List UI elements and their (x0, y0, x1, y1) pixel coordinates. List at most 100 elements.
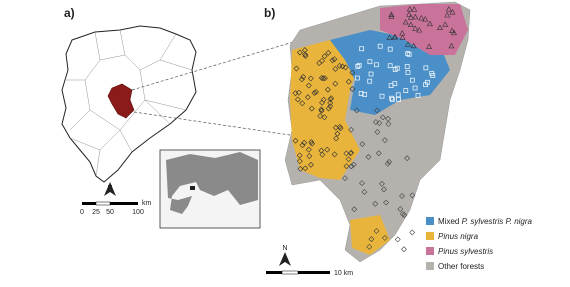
plot-marker (321, 114, 328, 121)
plot-marker (436, 24, 443, 30)
plot-marker (366, 243, 373, 250)
plot-marker (396, 97, 401, 102)
legend-text: P. sylvestris P. nigra (462, 217, 533, 226)
plot-marker (392, 67, 398, 72)
plot-marker (372, 119, 379, 125)
plot-marker (353, 107, 360, 114)
plot-marker (392, 33, 399, 40)
plot-marker (367, 78, 373, 84)
plot-marker (301, 139, 308, 146)
plot-marker (359, 180, 365, 186)
plot-marker (320, 75, 327, 82)
scale-label: 50 (106, 209, 114, 216)
plot-marker (336, 123, 343, 130)
plot-marker (384, 160, 391, 167)
plot-marker (381, 186, 387, 193)
plot-marker (389, 95, 395, 101)
plot-marker (449, 9, 456, 15)
inset-marker (190, 186, 195, 190)
plot-marker (343, 163, 350, 170)
north-arrow (279, 252, 291, 266)
plot-marker (308, 105, 315, 112)
plot-marker (442, 21, 449, 27)
plot-marker (400, 246, 407, 253)
plot-marker (302, 165, 309, 172)
plot-marker (410, 77, 415, 83)
plot-marker (387, 46, 393, 52)
plot-marker (349, 69, 356, 76)
plot-marker (348, 149, 355, 156)
plot-marker (307, 75, 314, 82)
plot-marker (388, 13, 395, 19)
plot-marker (375, 150, 382, 157)
plot-marker (385, 120, 392, 127)
plot-marker (395, 92, 401, 98)
plot-marker (412, 13, 419, 20)
plot-marker (407, 14, 414, 20)
plot-marker (416, 27, 423, 33)
plot-marker (345, 156, 352, 163)
plot-marker (379, 114, 386, 121)
plot-marker (390, 97, 395, 102)
plot-marker (332, 66, 339, 72)
plot-marker (342, 175, 348, 182)
plot-marker (325, 49, 332, 56)
plot-marker (387, 63, 393, 69)
plot-marker (378, 180, 385, 187)
plot-marker (386, 158, 393, 165)
nigra-area (290, 40, 360, 180)
connector (131, 39, 301, 91)
plot-marker (348, 126, 355, 133)
plot-marker (320, 96, 327, 103)
plot-marker (305, 82, 312, 89)
plot-marker (407, 21, 414, 27)
legend: Mixed P. sylvestris P. nigra Pinus nigra… (426, 217, 533, 271)
plot-marker (311, 89, 318, 96)
plot-marker (412, 85, 418, 91)
plot-marker (304, 94, 311, 101)
plot-marker (319, 57, 325, 64)
legend-label: Other forests (438, 262, 484, 271)
plot-marker (399, 211, 406, 217)
plot-marker (321, 75, 328, 82)
plot-marker (415, 92, 421, 98)
plot-marker (402, 18, 409, 25)
plot-marker (368, 236, 375, 243)
plot-marker (368, 71, 374, 77)
plot-marker (301, 47, 308, 54)
legend-text: Mixed (438, 217, 459, 226)
plot-marker (327, 103, 334, 110)
plot-marker (377, 43, 383, 49)
plot-marker (379, 93, 385, 99)
plot-marker (374, 128, 381, 135)
legend-label: Pinus sylvestris (438, 247, 493, 256)
plot-marker (306, 153, 313, 160)
plot-marker (374, 62, 379, 68)
plot-marker (308, 161, 314, 168)
plot-marker (399, 30, 406, 36)
plot-marker (373, 228, 380, 234)
study-area (107, 83, 135, 119)
plot-marker (422, 16, 429, 22)
plot-marker (295, 89, 302, 96)
plot-marker (401, 212, 408, 219)
plot-marker (333, 135, 340, 142)
plot-marker (325, 105, 332, 112)
plot-marker (403, 88, 409, 93)
plot-marker (451, 29, 458, 36)
plot-marker (423, 82, 428, 88)
plot-marker (308, 139, 315, 145)
sylvestris-area (380, 4, 468, 55)
plot-marker (386, 34, 393, 40)
scale-label: 10 km (334, 270, 353, 277)
plot-marker (334, 130, 341, 137)
panel-label: b) (264, 6, 275, 20)
plot-marker (426, 20, 433, 27)
plot-marker (429, 70, 435, 76)
panel-label: a) (64, 6, 75, 20)
plot-marker (331, 151, 338, 158)
plot-marker (445, 6, 452, 12)
plot-marker (449, 27, 456, 34)
plot-marker (405, 51, 411, 56)
north-label: N (107, 185, 112, 192)
